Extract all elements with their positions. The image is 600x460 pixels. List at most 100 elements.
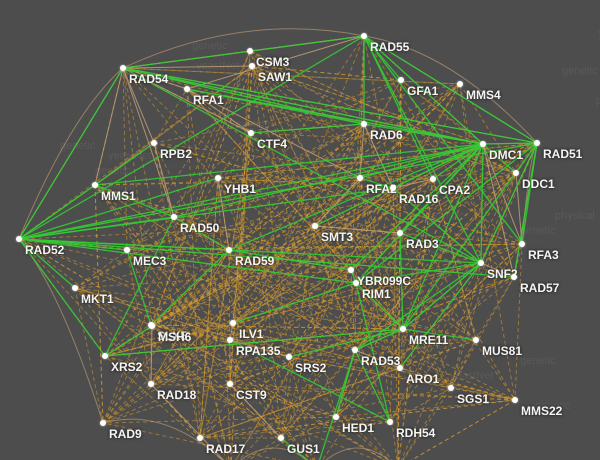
gene-label-rad17[interactable]: RAD17: [206, 442, 245, 456]
gene-label-rad59[interactable]: RAD59: [235, 254, 274, 268]
gene-node-dmc1[interactable]: [480, 141, 486, 147]
gene-node-mre11[interactable]: [400, 326, 406, 332]
gene-node-rpb2[interactable]: [151, 140, 157, 146]
gene-node-rad50[interactable]: [171, 214, 177, 220]
gene-label-rad55[interactable]: RAD55: [370, 40, 409, 54]
gene-label-cpa2[interactable]: CPA2: [439, 183, 470, 197]
genetic-edge: [19, 68, 123, 239]
gene-label-rad50[interactable]: RAD50: [180, 221, 219, 235]
gene-node-mms22[interactable]: [512, 397, 518, 403]
gene-node-ddc1[interactable]: [513, 170, 519, 176]
gene-label-mms22[interactable]: MMS22: [521, 404, 562, 418]
predicted-edge: [398, 388, 451, 460]
gene-label-rfa1[interactable]: RFA1: [193, 93, 224, 107]
gene-node-cst9[interactable]: [227, 381, 233, 387]
gene-node-cpa2[interactable]: [430, 176, 436, 182]
gene-node-saw1[interactable]: [249, 63, 255, 69]
gene-node-mkt1[interactable]: [72, 285, 78, 291]
gene-label-rad51[interactable]: RAD51: [543, 147, 582, 161]
gene-label-aro1[interactable]: ARO1: [406, 372, 439, 386]
gene-label-rad9[interactable]: RAD9: [109, 427, 142, 441]
gene-label-rfa3[interactable]: RFA3: [528, 248, 559, 262]
gene-label-saw1[interactable]: SAW1: [258, 70, 292, 84]
gene-label-mkt1[interactable]: MKT1: [81, 292, 114, 306]
gene-label-sgs1[interactable]: SGS1: [457, 392, 489, 406]
gene-node-rad54[interactable]: [120, 65, 126, 71]
gene-label-ybr099c[interactable]: YBR099C: [357, 274, 411, 288]
gene-node-srs2[interactable]: [286, 354, 292, 360]
gene-label-rpa135[interactable]: RPA135: [236, 344, 280, 358]
gene-node-rad51[interactable]: [534, 140, 540, 146]
gene-node-rad17[interactable]: [197, 435, 203, 441]
gene-node-rdh54[interactable]: [387, 419, 393, 425]
gene-label-gfa1[interactable]: GFA1: [407, 84, 438, 98]
gene-node-rad57[interactable]: [511, 274, 517, 280]
gene-node-rpa135[interactable]: [227, 337, 233, 343]
network-graph: yeastNetgeneticgeneticyeastNetgeneticphy…: [0, 0, 600, 460]
gene-node-xrs2[interactable]: [102, 353, 108, 359]
gene-node-rfa2[interactable]: [357, 175, 363, 181]
gene-label-mec3[interactable]: MEC3: [133, 254, 166, 268]
gene-node-rad6[interactable]: [361, 121, 367, 127]
gene-node-csm3[interactable]: [247, 48, 253, 54]
gene-label-msh6[interactable]: MSH6: [158, 330, 191, 344]
gene-node-rad16[interactable]: [390, 185, 396, 191]
gene-label-smt3[interactable]: SMT3: [321, 230, 353, 244]
gene-node-rad55[interactable]: [361, 33, 367, 39]
gene-node-rad52[interactable]: [16, 236, 22, 242]
gene-label-rad57[interactable]: RAD57: [520, 281, 559, 295]
gene-label-srs2[interactable]: SRS2: [295, 361, 326, 375]
gene-label-dmc1[interactable]: DMC1: [489, 148, 523, 162]
gene-node-mms1[interactable]: [92, 182, 98, 188]
gene-label-rim1[interactable]: RIM1: [362, 287, 391, 301]
gene-node-aro1[interactable]: [397, 365, 403, 371]
gene-node-sgs1[interactable]: [448, 385, 454, 391]
gene-node-rad59[interactable]: [226, 247, 232, 253]
gene-node-ctf4[interactable]: [248, 130, 254, 136]
gene-node-rad3[interactable]: [397, 230, 403, 236]
gene-label-rad52[interactable]: RAD52: [25, 243, 64, 257]
gene-node-mec3[interactable]: [124, 247, 130, 253]
gene-label-xrs2[interactable]: XRS2: [111, 360, 142, 374]
gene-node-ilv1[interactable]: [230, 320, 236, 326]
gene-label-rpb2[interactable]: RPB2: [160, 147, 192, 161]
gene-label-gus1[interactable]: GUS1: [287, 442, 320, 456]
gene-label-csm3[interactable]: CSM3: [256, 55, 289, 69]
gene-node-snf2[interactable]: [478, 260, 484, 266]
gene-label-rad6[interactable]: RAD6: [370, 128, 403, 142]
gene-label-rdh54[interactable]: RDH54: [396, 426, 435, 440]
gene-label-rad54[interactable]: RAD54: [129, 72, 168, 86]
gene-label-mre11[interactable]: MRE11: [409, 333, 448, 347]
gene-node-hed1[interactable]: [333, 414, 339, 420]
predicted-edge: [481, 173, 516, 263]
gene-label-mus81[interactable]: MUS81: [482, 344, 522, 358]
gene-label-rad3[interactable]: RAD3: [406, 237, 439, 251]
gene-label-hed1[interactable]: HED1: [342, 421, 374, 435]
gene-label-rad18[interactable]: RAD18: [157, 388, 196, 402]
gene-node-yhb1[interactable]: [215, 175, 221, 181]
gene-node-ybr099c[interactable]: [348, 267, 354, 273]
gene-node-rad9[interactable]: [100, 420, 106, 426]
gene-node-smt3[interactable]: [312, 223, 318, 229]
gene-label-ddc1[interactable]: DDC1: [522, 177, 555, 191]
gene-label-rad16[interactable]: RAD16: [399, 192, 438, 206]
gene-label-cst9[interactable]: CST9: [236, 388, 267, 402]
gene-node-gus1[interactable]: [278, 435, 284, 441]
gene-node-mms4[interactable]: [457, 81, 463, 87]
gene-node-rim1[interactable]: [353, 280, 359, 286]
gene-label-ilv1[interactable]: ILV1: [239, 327, 263, 341]
gene-node-rad53[interactable]: [352, 347, 358, 353]
gene-node-rfa1[interactable]: [184, 86, 190, 92]
gene-label-ctf4[interactable]: CTF4: [257, 137, 287, 151]
predicted-edge: [154, 89, 187, 143]
gene-label-yhb1[interactable]: YHB1: [224, 182, 256, 196]
genetic-edge: [123, 36, 364, 68]
gene-label-mms1[interactable]: MMS1: [101, 189, 136, 203]
gene-node-mus81[interactable]: [473, 337, 479, 343]
gene-node-rfa3[interactable]: [519, 241, 525, 247]
gene-label-mms4[interactable]: MMS4: [466, 88, 501, 102]
gene-node-rad18[interactable]: [148, 381, 154, 387]
gene-label-rad53[interactable]: RAD53: [361, 354, 400, 368]
gene-node-gfa1[interactable]: [398, 77, 404, 83]
gene-node-msh6[interactable]: [149, 323, 155, 329]
